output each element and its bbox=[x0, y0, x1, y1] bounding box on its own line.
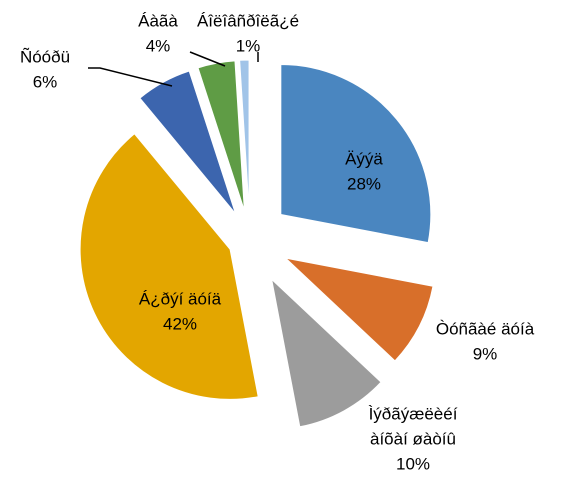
slice-value-label: 28% bbox=[347, 174, 381, 193]
slice-label: Äýýä bbox=[345, 149, 383, 168]
slice-value-label: 1% bbox=[236, 36, 261, 55]
slice-label: àíõàí øàòíû bbox=[370, 429, 456, 448]
slice-label: Òóñãàé äóíà bbox=[436, 319, 535, 338]
pie-slice bbox=[239, 59, 250, 211]
slice-label: Áàãà bbox=[138, 11, 178, 30]
pie-slice bbox=[79, 133, 259, 400]
slice-label: Ñóóðü bbox=[20, 47, 70, 66]
slice-value-label: 9% bbox=[473, 344, 498, 363]
slice-label: Áîëîâñðîëã¿é bbox=[197, 11, 299, 30]
leader-line bbox=[189, 51, 226, 67]
slice-value-label: 42% bbox=[163, 314, 197, 333]
slice-value-label: 6% bbox=[33, 72, 58, 91]
slice-label: Á¿ðýí äóíä bbox=[139, 289, 222, 308]
slice-value-label: 4% bbox=[146, 36, 171, 55]
slice-value-label: 10% bbox=[396, 454, 430, 473]
pie-slice bbox=[270, 278, 382, 428]
pie-slice bbox=[284, 257, 434, 362]
pie-slice bbox=[139, 70, 237, 215]
leader-line bbox=[88, 67, 173, 87]
slice-label: Ìýðãýæëèéí bbox=[369, 404, 458, 423]
pie-slice bbox=[280, 64, 432, 244]
